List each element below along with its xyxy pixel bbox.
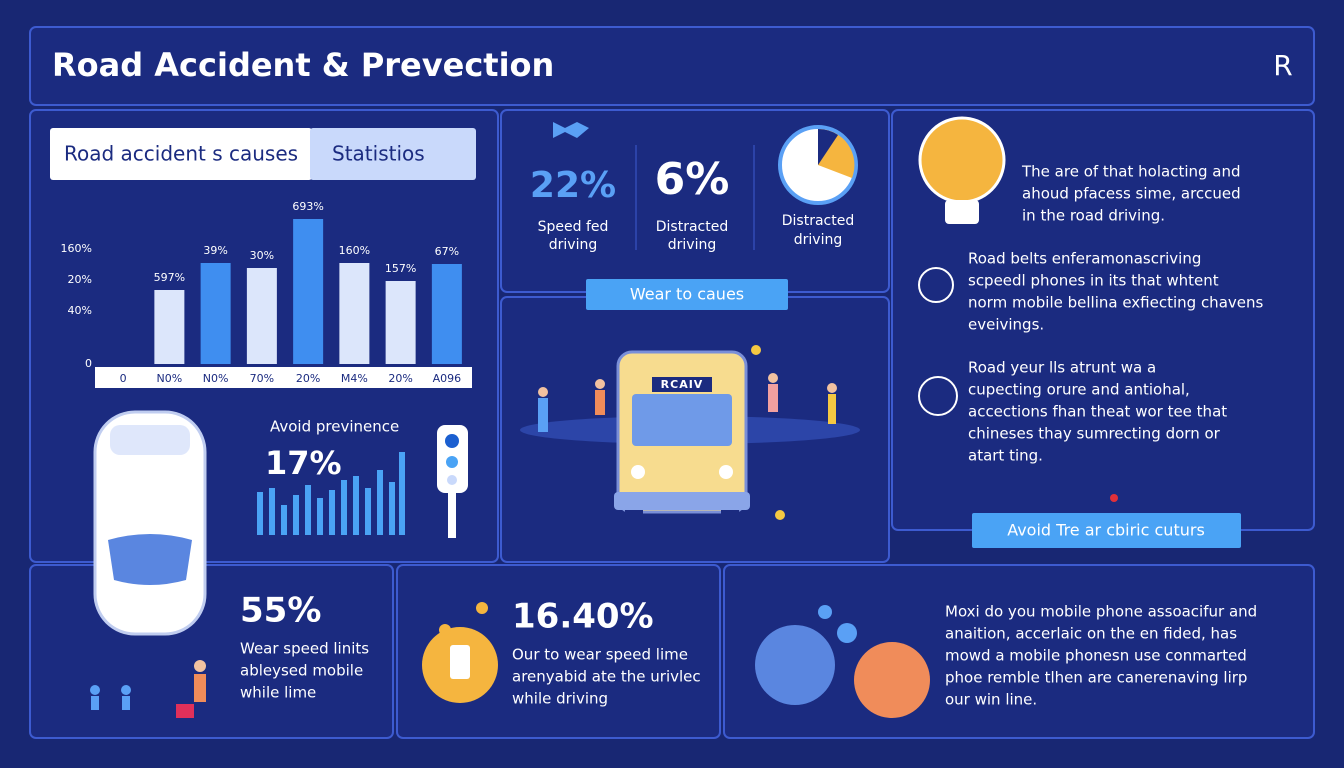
header-panel xyxy=(29,26,1315,106)
icon xyxy=(918,267,954,303)
x-tick-label: 0 xyxy=(120,372,127,385)
bar-label: 693% xyxy=(292,200,323,213)
traffic-light xyxy=(437,425,468,538)
chart: 160% 20% 40% 0 0 N0% 597% N0% 39% 70% 30% 20% 693% M4… xyxy=(61,200,462,385)
tip-text: eveivings. xyxy=(968,316,1044,334)
tip-text: Road belts enferamonascriving xyxy=(968,250,1201,268)
tab[interactable] xyxy=(310,128,476,180)
avoid-title: Avoid previnence xyxy=(270,418,399,436)
x-tick-label: A096 xyxy=(433,372,462,385)
bottom-text: Wear speed linits xyxy=(240,640,369,658)
bar-label: 30% xyxy=(250,249,274,262)
tip-text: cupecting orure and antiohal, xyxy=(968,381,1190,399)
tip-text: Road yeur lls atrunt wa a xyxy=(968,359,1156,377)
bottom-texts: 55% Wear speed linits ableysed mobile while… xyxy=(240,591,1257,709)
bar xyxy=(246,268,277,364)
y-axis-label: 40% xyxy=(68,304,92,317)
bottom-text: while lime xyxy=(240,684,316,702)
tip-text: accections fhan theat wor tee that xyxy=(968,403,1227,421)
button[interactable] xyxy=(586,279,788,310)
y-axis-label: 20% xyxy=(68,273,92,286)
tip-text: atart ting. xyxy=(968,447,1043,465)
logo[interactable]: R xyxy=(1273,49,1292,82)
tab-label[interactable]: Road accident s causes xyxy=(64,142,298,166)
stat-label: Distracted xyxy=(656,219,728,235)
tips: The are of that holacting and ahoud pface… xyxy=(968,163,1263,465)
bottom-value: 55% xyxy=(240,591,321,631)
tip-text: ahoud pfacess sime, arccued xyxy=(1022,185,1241,203)
decorative-bars xyxy=(257,452,405,535)
bar-label: 160% xyxy=(339,244,370,257)
y-axis-label: 0 xyxy=(85,357,92,370)
bar-label: 597% xyxy=(154,271,185,284)
x-tick-label: 20% xyxy=(296,372,320,385)
bottom-text: ableysed mobile xyxy=(240,662,363,680)
x-tick-label: M4% xyxy=(341,372,368,385)
tip-text: The are of that holacting and xyxy=(1021,163,1241,181)
x-axis-band xyxy=(95,368,472,388)
bar xyxy=(431,264,462,364)
bar-label: 39% xyxy=(203,244,227,257)
tip-text: norm mobile bellina exfiecting chavens xyxy=(968,294,1263,312)
x-tick-label: 20% xyxy=(388,372,412,385)
bus-illustration xyxy=(520,345,860,524)
pie-icon xyxy=(778,125,858,205)
title: Road Accident & Prevection xyxy=(52,46,554,84)
stat-value: 22% xyxy=(530,165,616,206)
dot xyxy=(1110,494,1118,502)
bottom-text: arenyabid ate the urivlec xyxy=(512,668,701,686)
bottom-text: phoe remble tlhen are canerenaving lirp xyxy=(945,669,1247,687)
bar xyxy=(293,219,324,364)
icon xyxy=(553,122,589,138)
x-tick-label: 70% xyxy=(250,372,274,385)
button-label[interactable]: Avoid Tre ar cbiric cuturs xyxy=(1007,521,1205,540)
tip-text: scpeedl phones in its that whtent xyxy=(968,272,1219,290)
stat-label: driving xyxy=(794,232,842,248)
stat-label: Distracted xyxy=(782,213,854,229)
tab[interactable] xyxy=(50,128,312,180)
stat-value: 6% xyxy=(655,154,730,205)
people-illustration xyxy=(755,605,930,718)
stat-label: driving xyxy=(549,237,597,253)
bar xyxy=(154,290,185,364)
bar-label: 157% xyxy=(385,262,416,275)
bulb-icon xyxy=(918,116,1006,224)
bottom-text: Moxi do you mobile phone assoacifur and xyxy=(945,603,1257,621)
x-tick-label: N0% xyxy=(203,372,229,385)
bar xyxy=(200,263,231,364)
button[interactable] xyxy=(972,513,1241,548)
icon xyxy=(918,376,958,416)
avoid-value: 17% xyxy=(265,444,342,482)
stat-label: driving xyxy=(668,237,716,253)
bottom-value: 16.40% xyxy=(512,597,654,637)
bottom-text: anaition, accerlaic on the en fided, has xyxy=(945,625,1237,643)
y-axis-label: 160% xyxy=(61,242,92,255)
bottom-text: Our to wear speed lime xyxy=(512,646,688,664)
bar-label: 67% xyxy=(435,245,459,258)
bottom-text: while driving xyxy=(512,690,608,708)
x-tick-label: N0% xyxy=(157,372,183,385)
bus-sign: RCAIV xyxy=(661,378,704,391)
bar xyxy=(339,263,370,364)
tip-text: in the road driving. xyxy=(1022,207,1165,225)
stat-label: Speed fed xyxy=(538,219,609,235)
bottom-text: mowd a mobile phonesn use conmarted xyxy=(945,647,1247,665)
car-illustration xyxy=(93,410,207,636)
people-icons xyxy=(90,660,206,718)
phone-icon xyxy=(422,602,498,703)
bottom-text: our win line. xyxy=(945,691,1037,709)
tip-text: chineses thay sumrecting dorn or xyxy=(968,425,1221,443)
bar xyxy=(385,281,416,364)
button-label[interactable]: Wear to caues xyxy=(630,285,744,304)
tab-label[interactable]: Statistios xyxy=(332,142,425,166)
